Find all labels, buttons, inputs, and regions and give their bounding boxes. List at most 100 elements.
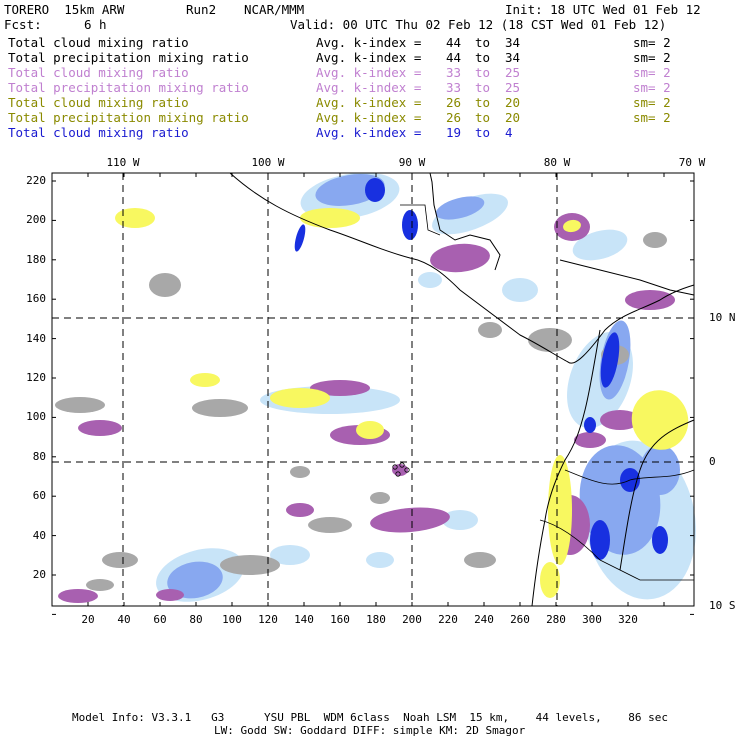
weather-blue-blob <box>365 178 385 202</box>
weather-blue-blob <box>294 224 306 252</box>
weather-gray-blob <box>86 579 114 591</box>
x-tick-label: 60 <box>153 613 167 626</box>
y-tick-label: 20 <box>32 568 46 581</box>
x-tick-label: 80 <box>189 613 203 626</box>
legend-to: 25 <box>505 80 521 95</box>
legend-sm: sm= 2 <box>633 110 671 125</box>
legend-to-word: to <box>475 65 491 80</box>
y-tick-label: 100 <box>26 410 46 424</box>
legend-to: 20 <box>505 95 521 110</box>
legend-kindex: Avg. k-index = <box>316 35 422 50</box>
weather-gray-blob <box>528 328 572 352</box>
coastline <box>229 172 695 364</box>
weather-yellow-blob <box>300 208 360 228</box>
weather-yellow-blob <box>270 388 330 408</box>
y-tick-label: 200 <box>26 213 46 227</box>
weather-gray-blob <box>290 466 310 478</box>
weather-yellow-blob <box>631 390 689 450</box>
physics-info: LW: Godd SW: Goddard DIFF: simple KM: 2D… <box>214 724 526 737</box>
weather-purple-blob <box>574 432 606 448</box>
init-time: Init: 18 UTC Wed 01 Feb 12 <box>505 2 701 17</box>
legend-from: 19 <box>446 125 462 140</box>
weather-yellow-blob <box>356 421 384 439</box>
legend-name: Total cloud mixing ratio <box>8 35 189 50</box>
weather-yellow-blob <box>563 219 581 233</box>
weather-gray-blob <box>55 397 105 413</box>
y-tick-label: 180 <box>26 252 46 266</box>
legend-kindex: Avg. k-index = <box>316 95 422 110</box>
galapagos-island <box>399 462 405 468</box>
weather-purple-blob <box>370 507 450 533</box>
weather-blue-blob <box>600 332 620 388</box>
weather-lightblue-blob <box>366 552 394 568</box>
legend-sm: sm= 2 <box>633 95 671 110</box>
weather-yellow-blob <box>548 455 572 565</box>
galapagos-island <box>392 464 398 470</box>
x-tick-label: 200 <box>402 613 422 626</box>
legend-name: Total precipitation mixing ratio <box>8 50 249 65</box>
weather-blue-blob <box>652 526 668 554</box>
y-tick-label: 140 <box>26 331 46 345</box>
weather-midblue-blob <box>315 174 385 206</box>
country-border <box>564 469 695 485</box>
legend-kindex: Avg. k-index = <box>316 50 422 65</box>
valid-time: Valid: 00 UTC Thu 02 Feb 12 (18 CST Wed … <box>290 17 667 32</box>
legend-to: 25 <box>505 65 521 80</box>
galapagos-island <box>395 471 401 477</box>
x-tick-label: 260 <box>510 613 530 626</box>
weather-purple-blob <box>310 380 370 396</box>
weather-blue-blob <box>402 210 418 240</box>
y-tick-label: 120 <box>26 371 46 384</box>
weather-gray-blob <box>478 322 502 338</box>
weather-midblue-blob <box>167 561 223 599</box>
legend-from: 26 <box>446 95 462 110</box>
legend-sm: sm= 2 <box>633 80 671 95</box>
x-tick-label: 240 <box>474 613 494 626</box>
weather-purple-blob <box>58 589 98 603</box>
y-tick-label: 220 <box>26 174 46 187</box>
y-tick-label: 160 <box>26 292 46 306</box>
legend-from: 26 <box>446 110 462 125</box>
longitude-label: 80 W <box>543 156 571 169</box>
latitude-label: 10 N <box>709 311 736 324</box>
legend-kindex: Avg. k-index = <box>316 125 422 140</box>
latitude-label: 10 S <box>709 599 736 612</box>
weather-lightblue-blob <box>572 229 628 261</box>
legend-sm: sm= 2 <box>633 65 671 80</box>
legend-from: 44 <box>446 50 462 65</box>
legend-to-word: to <box>475 125 491 140</box>
legend-name: Total cloud mixing ratio <box>8 125 189 140</box>
legend-to: 34 <box>505 35 521 50</box>
weather-purple-blob <box>78 420 122 436</box>
legend-name: Total precipitation mixing ratio <box>8 80 249 95</box>
weather-gray-blob <box>220 555 280 575</box>
weather-blue-blob <box>590 520 610 560</box>
weather-gray-blob <box>102 552 138 568</box>
x-tick-label: 160 <box>330 613 350 626</box>
latitude-label: 0 <box>709 455 716 468</box>
legend-to-word: to <box>475 95 491 110</box>
weather-purple-blob <box>156 589 184 601</box>
coastline <box>429 172 501 271</box>
x-tick-label: 320 <box>618 613 638 626</box>
model-info: Model Info: V3.3.1 G3 YSU PBL WDM 6class… <box>72 711 669 724</box>
weather-lightblue-blob <box>502 278 538 302</box>
y-tick-label: 40 <box>32 528 46 542</box>
legend-from: 44 <box>446 35 462 50</box>
weather-midblue-blob <box>435 196 485 220</box>
forecast-value: 6 h <box>84 17 107 32</box>
forecast-label: Fcst: <box>4 17 42 32</box>
x-tick-label: 180 <box>366 613 386 626</box>
weather-yellow-blob <box>115 208 155 228</box>
weather-lightblue-blob <box>270 545 310 565</box>
longitude-label: 90 W <box>398 156 426 169</box>
x-tick-label: 280 <box>546 613 566 626</box>
legend-to: 20 <box>505 110 521 125</box>
weather-lightblue-blob <box>418 272 442 288</box>
weather-yellow-blob <box>540 562 560 598</box>
weather-gray-blob <box>149 273 181 297</box>
weather-gray-blob <box>308 517 352 533</box>
weather-purple-blob <box>286 503 314 517</box>
coastline <box>531 329 601 607</box>
country-border <box>539 519 694 581</box>
